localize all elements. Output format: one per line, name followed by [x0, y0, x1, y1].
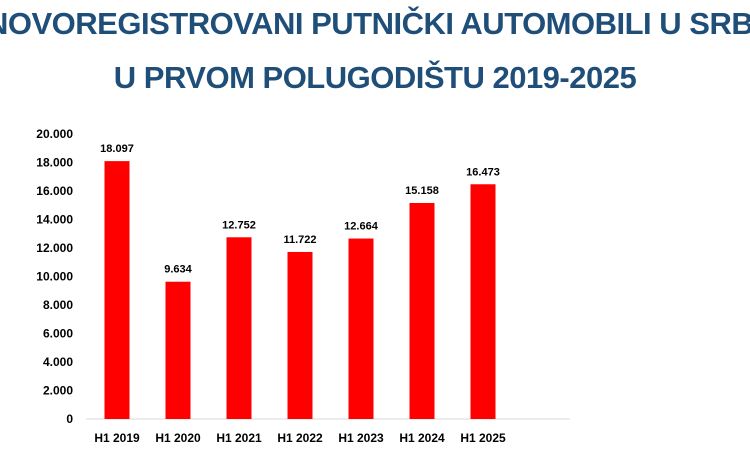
y-tick-label: 14.000 [36, 213, 73, 227]
x-tick-label: H1 2020 [155, 431, 201, 445]
data-label: 11.722 [283, 234, 316, 246]
y-tick-label: 8.000 [43, 298, 73, 312]
y-tick-label: 12.000 [36, 241, 73, 255]
data-label: 12.752 [222, 219, 256, 231]
data-label: 16.473 [466, 166, 500, 178]
chart-title-line-2: U PRVOM POLUGODIŠTU 2019-2025 [113, 60, 637, 95]
x-tick-label: H1 2021 [216, 431, 262, 445]
x-tick-label: H1 2024 [399, 431, 445, 445]
data-label: 9.634 [164, 264, 192, 276]
bar-h1-2023 [348, 238, 374, 419]
bar-h1-2019 [104, 161, 130, 420]
y-tick-label: 6.000 [43, 327, 73, 341]
y-tick-label: 16.000 [36, 184, 73, 198]
y-tick-label: 18.000 [36, 156, 73, 170]
data-label: 18.097 [100, 143, 134, 155]
bar-h1-2025 [470, 184, 496, 419]
data-label: 12.664 [344, 221, 379, 233]
bar-h1-2024 [409, 202, 435, 419]
y-tick-label: 20.000 [36, 127, 73, 141]
y-tick-label: 4.000 [43, 355, 73, 369]
y-tick-label: 10.000 [36, 270, 73, 284]
x-tick-label: H1 2023 [338, 431, 384, 445]
chart-title-line-1: NOVOREGISTROVANI PUTNIČKI AUTOMOBILI U S… [0, 6, 750, 41]
y-tick-label: 0 [66, 412, 73, 426]
data-label: 15.158 [405, 185, 439, 197]
bar-h1-2022 [287, 251, 313, 419]
x-tick-label: H1 2022 [277, 431, 323, 445]
y-tick-label: 2.000 [43, 384, 73, 398]
bar-h1-2020 [165, 281, 191, 419]
bar-h1-2021 [226, 237, 252, 419]
x-tick-label: H1 2025 [460, 431, 506, 445]
x-tick-label: H1 2019 [94, 431, 140, 445]
